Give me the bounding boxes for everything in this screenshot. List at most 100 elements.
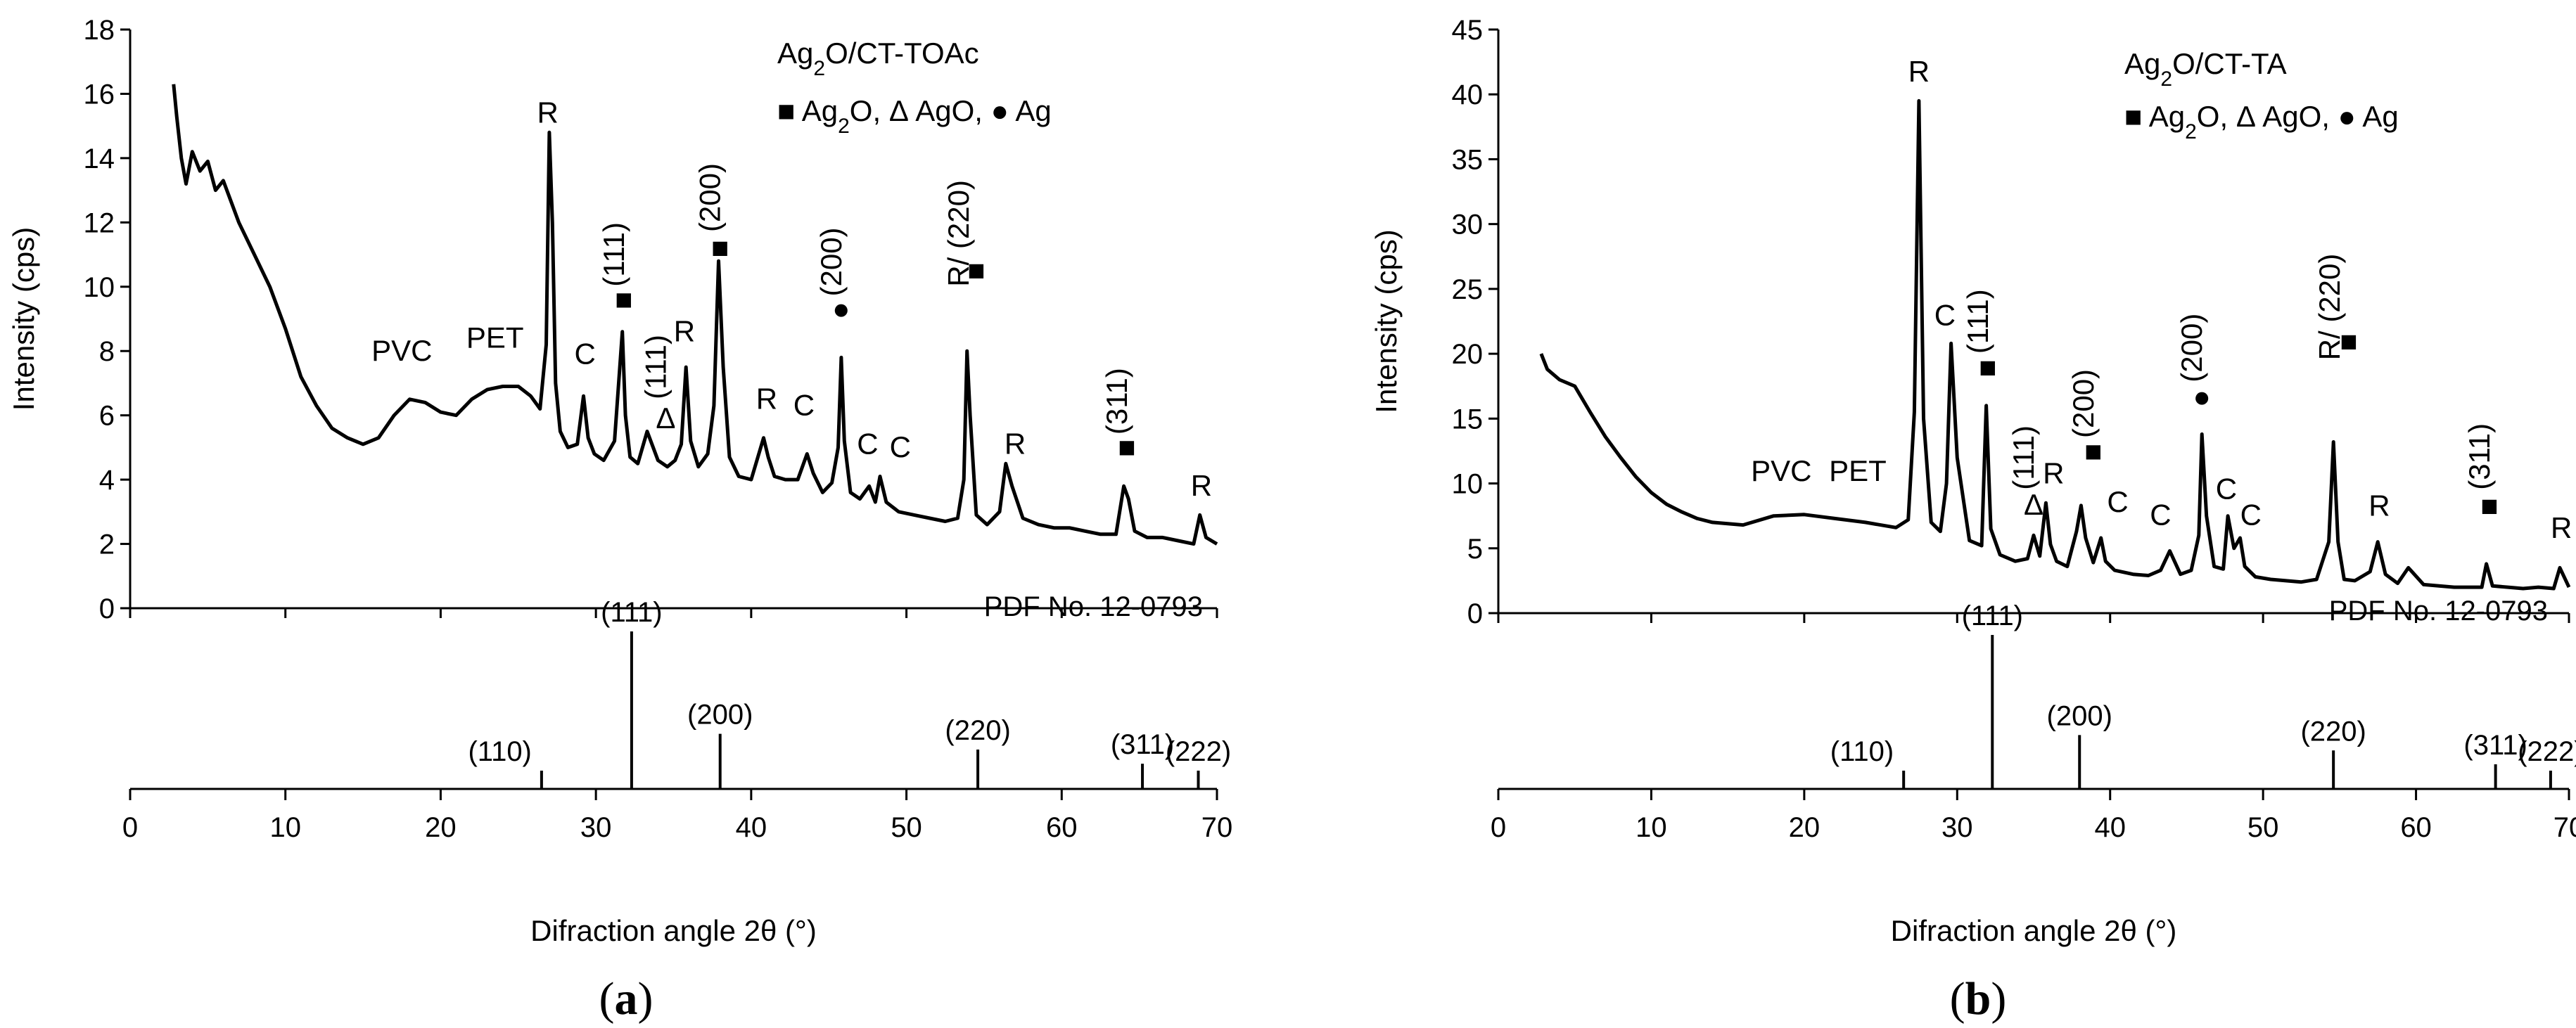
- y-tick-label: 40: [1452, 79, 1484, 110]
- y-tick-label: 10: [1452, 469, 1484, 500]
- xrd-series-line: [172, 84, 1218, 546]
- peak-annotation: ■: [615, 283, 632, 316]
- legend-markers: ■ Ag2O, Δ AgO, ● Ag: [777, 94, 1052, 138]
- peak-annotation: C: [2240, 499, 2262, 532]
- pdf-card-title: PDF No. 12-0793: [984, 591, 1203, 622]
- x-tick-label: 30: [580, 812, 612, 843]
- peak-annotation-rotated: (311): [2463, 423, 2496, 490]
- peak-annotation: C: [2216, 473, 2237, 506]
- ref-peak-label: (200): [2047, 700, 2112, 731]
- x-tick-label: 40: [2094, 812, 2126, 843]
- peak-annotation-rotated: (200): [815, 227, 848, 296]
- y-tick-label: 2: [99, 529, 115, 560]
- peak-annotation: PET: [466, 321, 524, 354]
- panel-b-reference-pattern: 0 10 20 30 40 50 60 70 Difraction angle 2θ (°) PD…: [1491, 596, 2576, 947]
- ref-peak-label: (311): [2463, 730, 2527, 761]
- ref-peak-label: (222): [2518, 736, 2576, 767]
- peak-annotation: C: [1934, 299, 1956, 332]
- peak-annotation: C: [2107, 485, 2128, 518]
- panel-a-axes: 0 2 4 6 8 10 12 14 16 18 Intensity (cps): [7, 15, 1218, 624]
- y-tick-label: 8: [99, 336, 115, 367]
- x-tick-label: 60: [1046, 812, 1078, 843]
- peak-annotation: R: [2043, 457, 2064, 490]
- panel-a-reference-pattern: 0 10 20 30 40 50 60 70 Difraction angle 2θ (°) PD…: [122, 591, 1232, 947]
- peak-annotation: PVC: [371, 334, 432, 367]
- x-tick-label: 60: [2400, 812, 2432, 843]
- y-tick-label: 20: [1452, 339, 1484, 370]
- ref-peak-label: (311): [1111, 729, 1174, 760]
- pdf-card-title: PDF No. 12-0793: [2329, 596, 2548, 627]
- sample-label: Ag2O/CT-TA: [2124, 47, 2287, 91]
- peak-annotation: R: [674, 315, 695, 348]
- peak-annotation-rotated: (111): [639, 335, 672, 399]
- peak-annotation: R: [756, 383, 777, 416]
- caption-a: (a): [599, 973, 653, 1024]
- ref-peak-label: (222): [1166, 736, 1231, 767]
- y-tick-label: 18: [84, 15, 115, 46]
- y-tick-label: 16: [84, 79, 115, 110]
- x-tick-label: 50: [891, 812, 922, 843]
- peak-annotation: R: [1908, 55, 1930, 88]
- ref-peak-label: (220): [2300, 716, 2366, 747]
- peak-annotation: ■: [1118, 430, 1135, 463]
- peak-annotation-rotated: (311): [1100, 368, 1133, 435]
- sample-label: Ag2O/CT-TOAc: [777, 37, 979, 80]
- peak-annotation-rotated: R/ (220): [2313, 254, 2346, 361]
- x-tick-label: 70: [2553, 812, 2576, 843]
- peak-annotation: ■: [711, 231, 729, 264]
- ref-peak-label: (220): [945, 715, 1010, 746]
- y-tick-label: 35: [1452, 144, 1484, 175]
- y-tick-label: 30: [1452, 210, 1484, 240]
- peak-annotation: ■: [2340, 324, 2357, 357]
- peak-annotation-rotated: (111): [1961, 289, 1994, 354]
- y-tick-label: 0: [1467, 598, 1483, 629]
- y-tick-label: 5: [1467, 534, 1483, 565]
- panel-b-trace: [1539, 98, 2571, 591]
- panel-a-legend: Ag2O/CT-TOAc ■ Ag2O, Δ AgO, ● Ag: [777, 37, 1052, 138]
- peak-annotation: Δ: [656, 401, 675, 435]
- x-tick-label: 40: [736, 812, 767, 843]
- y-axis-label: Intensity (cps): [1370, 229, 1403, 413]
- x-tick-label: 20: [425, 812, 457, 843]
- y-tick-label: 4: [99, 465, 115, 496]
- y-tick-label: 10: [84, 272, 115, 303]
- peak-annotation: ●: [2193, 380, 2210, 413]
- peak-annotation: R: [1191, 469, 1212, 502]
- peak-annotation: R: [2368, 489, 2390, 522]
- peak-annotation-rotated: (111): [597, 222, 630, 287]
- panel-b-legend: Ag2O/CT-TA ■ Ag2O, Δ AgO, ● Ag: [2124, 47, 2399, 143]
- peak-annotation: ■: [967, 254, 985, 287]
- peak-annotation: C: [890, 430, 911, 463]
- y-tick-label: 14: [84, 143, 115, 174]
- peak-annotation: PVC: [1751, 454, 1811, 487]
- x-tick-label: 50: [2247, 812, 2279, 843]
- peak-annotation: ■: [2084, 435, 2102, 468]
- peak-annotation-rotated: R/ (220): [942, 180, 975, 287]
- y-tick-label: 45: [1452, 15, 1484, 46]
- panel-a-trace: [172, 84, 1218, 546]
- peak-annotation-rotated: (111): [2007, 425, 2040, 490]
- x-tick-label: 10: [1635, 812, 1667, 843]
- peak-annotation: C: [793, 389, 815, 422]
- peak-annotation: C: [2150, 499, 2171, 532]
- peak-annotation: R: [2551, 511, 2572, 544]
- ref-peak-label: (111): [1962, 600, 2023, 631]
- peak-annotation-rotated: (200): [2175, 314, 2208, 383]
- x-axis-label: Difraction angle 2θ (°): [1891, 914, 2177, 947]
- x-tick-label: 20: [1789, 812, 1821, 843]
- ref-peak-label: (110): [1830, 736, 1894, 767]
- ref-peak-label: (200): [687, 700, 753, 731]
- peak-annotation: PET: [1829, 454, 1887, 487]
- y-tick-label: 0: [99, 593, 115, 624]
- peak-annotation: R: [1005, 428, 1026, 461]
- x-tick-label: 0: [122, 812, 138, 843]
- y-tick-label: 25: [1452, 274, 1484, 305]
- x-axis-label: Difraction angle 2θ (°): [530, 914, 817, 947]
- peak-annotation: C: [575, 338, 596, 371]
- peak-annotation: ■: [2480, 489, 2498, 522]
- y-tick-label: 6: [99, 401, 115, 432]
- ref-peak-label: (111): [601, 597, 662, 628]
